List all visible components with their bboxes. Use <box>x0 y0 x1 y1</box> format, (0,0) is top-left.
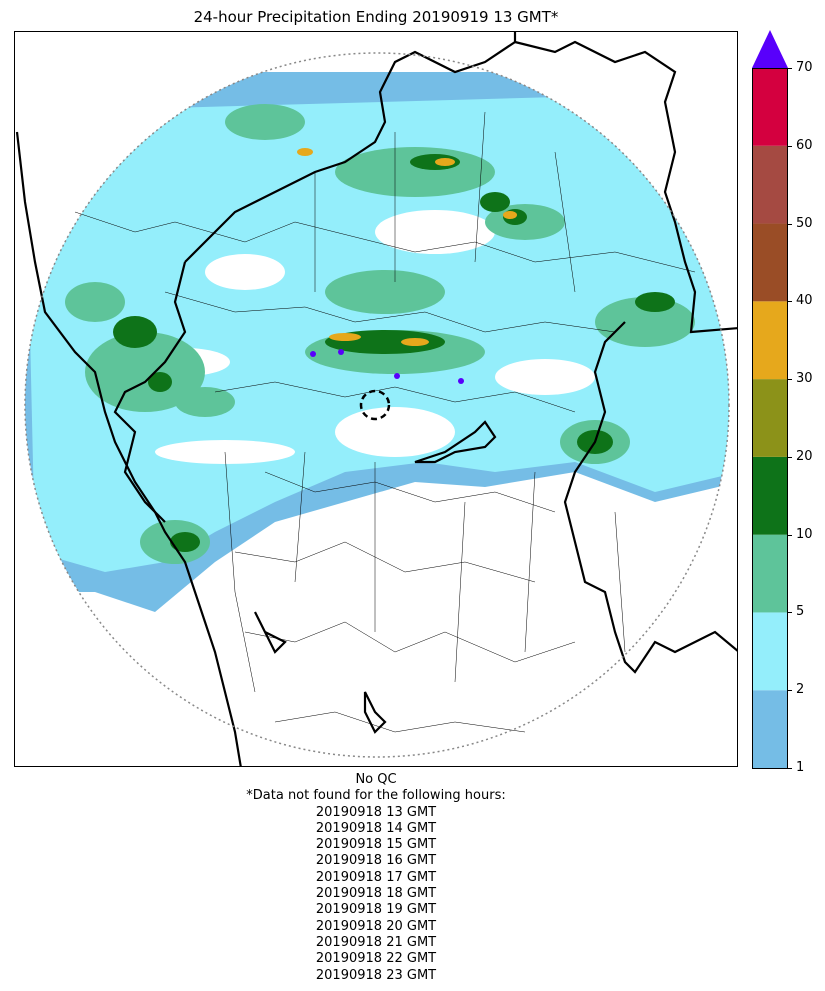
colorbar-segment <box>752 612 788 691</box>
missing-hour-item: 20190918 19 GMT <box>315 902 437 918</box>
missing-hour-item: 20190918 18 GMT <box>315 886 437 902</box>
colorbar-tick-label: 40 <box>796 293 813 309</box>
colorbar-segment <box>752 301 788 380</box>
colorbar-tick <box>788 145 792 147</box>
precip-area-30-40mm <box>503 211 517 219</box>
precip-area-5-10mm <box>335 147 495 197</box>
missing-hour-item: 20190918 17 GMT <box>315 869 437 885</box>
state-boundary-north-east <box>514 40 737 334</box>
colorbar-tick <box>788 690 792 692</box>
colorbar-extend-arrow <box>752 30 788 68</box>
precip-area-5-10mm <box>65 282 125 322</box>
missing-hours-list: 20190918 13 GMT 20190918 14 GMT 20190918 1… <box>14 805 738 984</box>
precip-area-over-70mm <box>310 351 316 357</box>
precip-area-10-20mm <box>170 532 200 552</box>
radar-range-ring <box>24 52 730 758</box>
colorbar-tick <box>788 379 792 381</box>
missing-hour-item: 20190918 23 GMT <box>315 967 437 983</box>
qc-status: No QC <box>355 772 397 787</box>
enclave-boundary <box>254 611 287 654</box>
missing-hour-item: 20190918 15 GMT <box>315 837 437 853</box>
missing-hour-item: 20190918 14 GMT <box>315 820 437 836</box>
colorbar-tick <box>788 301 792 303</box>
radar-map-canvas <box>15 32 737 766</box>
colorbar-tick-label: 1 <box>796 760 805 775</box>
colorbar-tick <box>788 612 792 614</box>
missing-hour-item: 20190918 21 GMT <box>315 934 437 950</box>
precip-area-10-20mm <box>113 316 157 348</box>
colorbar-segment <box>752 534 788 613</box>
state-boundary-east <box>563 321 737 674</box>
colorbar-tick <box>788 68 792 69</box>
enclave-boundary <box>363 691 387 734</box>
colorbar-tick <box>788 534 792 536</box>
precip-area-5-10mm <box>85 332 205 412</box>
precip-area-over-70mm <box>338 349 344 355</box>
coastline <box>15 131 242 766</box>
precip-gap <box>335 407 455 457</box>
colorbar-segment <box>752 223 788 302</box>
district-boundaries <box>74 111 696 733</box>
radar-map[interactable] <box>14 31 738 767</box>
precip-area-30-40mm <box>297 148 313 156</box>
river-boundary <box>414 420 497 464</box>
colorbar-tick-label: 30 <box>796 371 813 387</box>
state-boundaries <box>15 32 737 766</box>
precip-area-5-10mm <box>595 297 695 347</box>
precip-gap <box>205 254 285 290</box>
colorbar-tick-label: 50 <box>796 215 813 231</box>
colorbar-tick-label: 70 <box>796 60 813 75</box>
colorbar-tick-label: 2 <box>796 682 805 698</box>
colorbar-tick-label: 60 <box>796 137 813 153</box>
precip-area-30-40mm <box>401 338 429 346</box>
colorbar-segment <box>752 379 788 457</box>
state-boundary-north <box>184 32 517 263</box>
colorbar-tick-label: 10 <box>796 526 813 542</box>
missing-data-note: *Data not found for the following hours: <box>246 788 506 804</box>
precip-area-30-40mm <box>329 333 361 341</box>
missing-hour-item: 20190918 16 GMT <box>315 853 437 869</box>
precip-area-5-10mm <box>325 270 445 314</box>
colorbar-segment <box>752 68 788 146</box>
colorbar-labels: 1 2 5 10 20 30 40 50 60 70 <box>788 0 825 991</box>
colorbar-segment <box>752 145 788 224</box>
colorbar-segment <box>752 690 788 768</box>
colorbar-tick-label: 20 <box>796 448 813 464</box>
colorbar-tick-label: 5 <box>796 604 805 620</box>
precip-area-5-10mm <box>225 104 305 140</box>
precip-gap <box>495 359 595 395</box>
precip-gap <box>375 210 495 254</box>
precip-area-10-20mm <box>148 372 172 392</box>
colorbar-tick <box>788 456 792 458</box>
radar-site-marker <box>359 389 391 421</box>
map-title: 24-hour Precipitation Ending 20190919 13… <box>193 8 559 26</box>
precipitation-field <box>25 72 729 612</box>
precip-area-30-40mm <box>435 158 455 166</box>
state-boundary-west <box>113 261 187 523</box>
footer-notes: No QC *Data not found for the following … <box>14 772 738 984</box>
colorbar-tick <box>788 768 792 769</box>
precip-area-5-10mm <box>175 387 235 417</box>
colorbar-tick <box>788 223 792 225</box>
colorbar-segment <box>752 456 788 535</box>
missing-hour-item: 20190918 22 GMT <box>315 951 437 967</box>
colorbar <box>752 30 788 769</box>
precip-area-10-20mm <box>635 292 675 312</box>
missing-hour-item: 20190918 13 GMT <box>315 804 437 820</box>
precip-area-10-20mm <box>480 192 510 212</box>
precip-area-over-70mm <box>394 373 400 379</box>
missing-hour-item: 20190918 20 GMT <box>315 918 437 934</box>
precip-area-over-70mm <box>458 378 464 384</box>
